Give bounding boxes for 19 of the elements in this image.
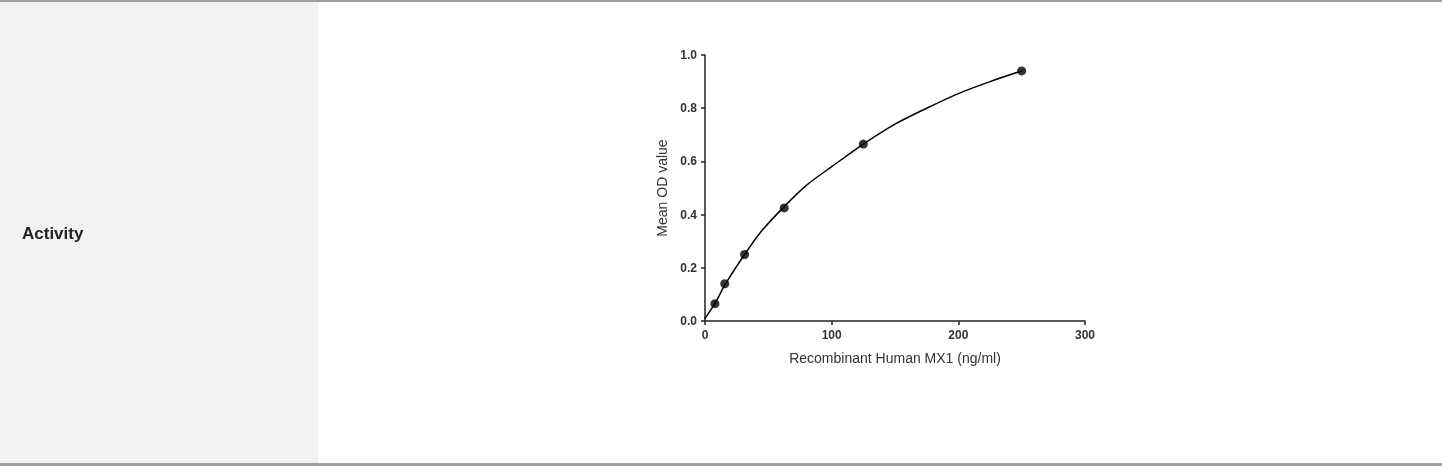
point [1017, 66, 1027, 76]
y-tick-label: 0.2 [680, 260, 698, 275]
point [720, 279, 730, 289]
x-tick-label: 300 [1074, 328, 1096, 342]
point [710, 299, 720, 309]
x-tick-label: 0 [701, 328, 709, 342]
point [740, 250, 750, 259]
x-tick-label: 200 [948, 328, 969, 342]
x-axis-title: Recombinant Human MX1 (ng/ml) [789, 350, 1001, 366]
x-tick-label: 100 [821, 328, 842, 342]
y-tick-label: 0.8 [680, 101, 698, 116]
point [779, 203, 789, 213]
y-tick-label: 0.6 [680, 154, 698, 169]
point [858, 139, 868, 149]
y-tick-label: 1.0 [680, 48, 698, 62]
text: Activity [22, 224, 84, 244]
y-axis-title: Mean OD value [654, 139, 670, 237]
y-tick-label: 0.4 [680, 207, 698, 222]
y-tick-label: 0.0 [680, 314, 698, 328]
